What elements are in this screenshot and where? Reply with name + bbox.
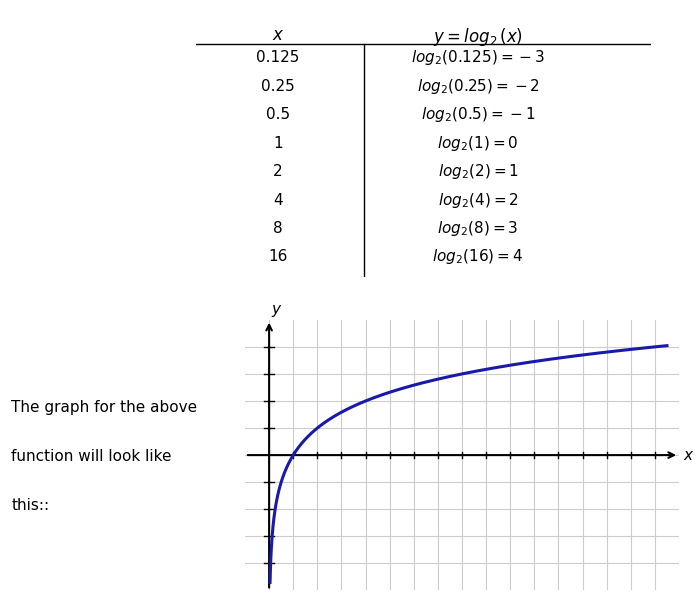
Text: $x$: $x$ <box>272 26 284 44</box>
Text: 0.25: 0.25 <box>261 79 295 94</box>
Text: $log_2(0.125) = -3$: $log_2(0.125) = -3$ <box>411 49 545 68</box>
Text: $log_2(4) = 2$: $log_2(4) = 2$ <box>438 191 519 210</box>
Text: 0.5: 0.5 <box>266 107 290 122</box>
Text: 4: 4 <box>273 192 283 207</box>
Text: $y = log_2\,(x)$: $y = log_2\,(x)$ <box>433 26 523 48</box>
Text: $log_2(0.25) = -2$: $log_2(0.25) = -2$ <box>416 77 540 96</box>
Text: $log_2(16) = 4$: $log_2(16) = 4$ <box>433 247 524 266</box>
Text: 2: 2 <box>273 164 283 179</box>
Text: 0.125: 0.125 <box>256 50 300 65</box>
Text: 16: 16 <box>268 249 288 264</box>
Text: $log_2(1) = 0$: $log_2(1) = 0$ <box>438 133 519 153</box>
Text: 8: 8 <box>273 221 283 236</box>
Text: this::: this:: <box>11 498 49 513</box>
Text: 1: 1 <box>273 136 283 151</box>
Text: function will look like: function will look like <box>11 449 171 464</box>
Text: $log_2(2) = 1$: $log_2(2) = 1$ <box>438 162 519 181</box>
Text: $log_2(0.5) = -1$: $log_2(0.5) = -1$ <box>421 105 536 124</box>
Text: y: y <box>272 302 281 317</box>
Text: $log_2(8) = 3$: $log_2(8) = 3$ <box>438 219 519 238</box>
Text: The graph for the above: The graph for the above <box>11 400 197 415</box>
Text: x: x <box>684 448 693 462</box>
